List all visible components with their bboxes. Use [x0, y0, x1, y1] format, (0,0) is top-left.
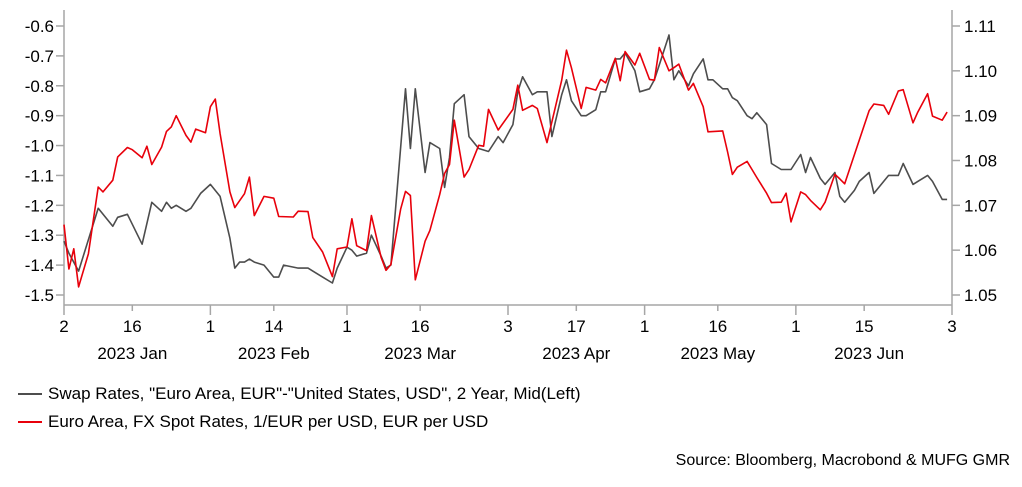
series-line-swap-rates	[63, 34, 948, 284]
series-line-fx-spot	[63, 46, 948, 288]
legend-item-swap-rates: Swap Rates, "Euro Area, EUR"-"United Sta…	[18, 384, 581, 404]
x-tick-label: 15	[855, 317, 874, 336]
left-tick-label: -0.8	[25, 77, 54, 96]
legend-swatch-red	[18, 421, 42, 423]
legend-label: Swap Rates, "Euro Area, EUR"-"United Sta…	[48, 384, 581, 403]
x-tick-label: 2	[59, 317, 68, 336]
right-tick-label: 1.05	[964, 286, 997, 305]
x-tick-label: 3	[947, 317, 956, 336]
x-month-label: 2023 Mar	[384, 344, 456, 363]
x-tick-label: 3	[503, 317, 512, 336]
left-tick-label: -0.9	[25, 107, 54, 126]
x-month-label: 2023 Jun	[834, 344, 904, 363]
x-tick-label: 14	[264, 317, 283, 336]
right-tick-label: 1.06	[964, 241, 997, 260]
right-tick-label: 1.10	[964, 62, 997, 81]
x-tick-label: 1	[640, 317, 649, 336]
x-month-label: 2023 Feb	[238, 344, 310, 363]
right-tick-label: 1.11	[964, 17, 996, 36]
legend-label: Euro Area, FX Spot Rates, 1/EUR per USD,…	[48, 412, 489, 431]
x-month-label: 2023 Jan	[97, 344, 167, 363]
left-tick-label: -0.6	[25, 17, 54, 36]
left-tick-label: -0.7	[25, 47, 54, 66]
legend-item-fx-spot: Euro Area, FX Spot Rates, 1/EUR per USD,…	[18, 412, 488, 432]
left-tick-label: -1.2	[25, 196, 54, 215]
right-tick-label: 1.08	[964, 152, 997, 171]
legend-swatch-gray	[18, 393, 42, 395]
x-tick-label: 16	[708, 317, 727, 336]
x-tick-label: 1	[791, 317, 800, 336]
x-month-label: 2023 May	[680, 344, 755, 363]
x-tick-label: 16	[123, 317, 142, 336]
left-tick-label: -1.3	[25, 226, 54, 245]
x-tick-label: 16	[411, 317, 430, 336]
x-tick-label: 17	[567, 317, 586, 336]
x-tick-label: 1	[206, 317, 215, 336]
source-note: Source: Bloomberg, Macrobond & MUFG GMR	[675, 452, 1010, 469]
left-tick-label: -1.0	[25, 137, 54, 156]
left-tick-label: -1.4	[25, 256, 54, 275]
line-chart: -0.6 -0.7 -0.8 -0.9 -1.0 -1.1 -1.2 -1.3 -1.4 -1.5…	[25, 10, 997, 363]
right-tick-label: 1.07	[964, 196, 997, 215]
right-tick-label: 1.09	[964, 107, 997, 126]
x-tick-label: 1	[342, 317, 351, 336]
x-month-label: 2023 Apr	[542, 344, 610, 363]
left-tick-label: -1.5	[25, 286, 54, 305]
left-tick-label: -1.1	[25, 166, 54, 185]
